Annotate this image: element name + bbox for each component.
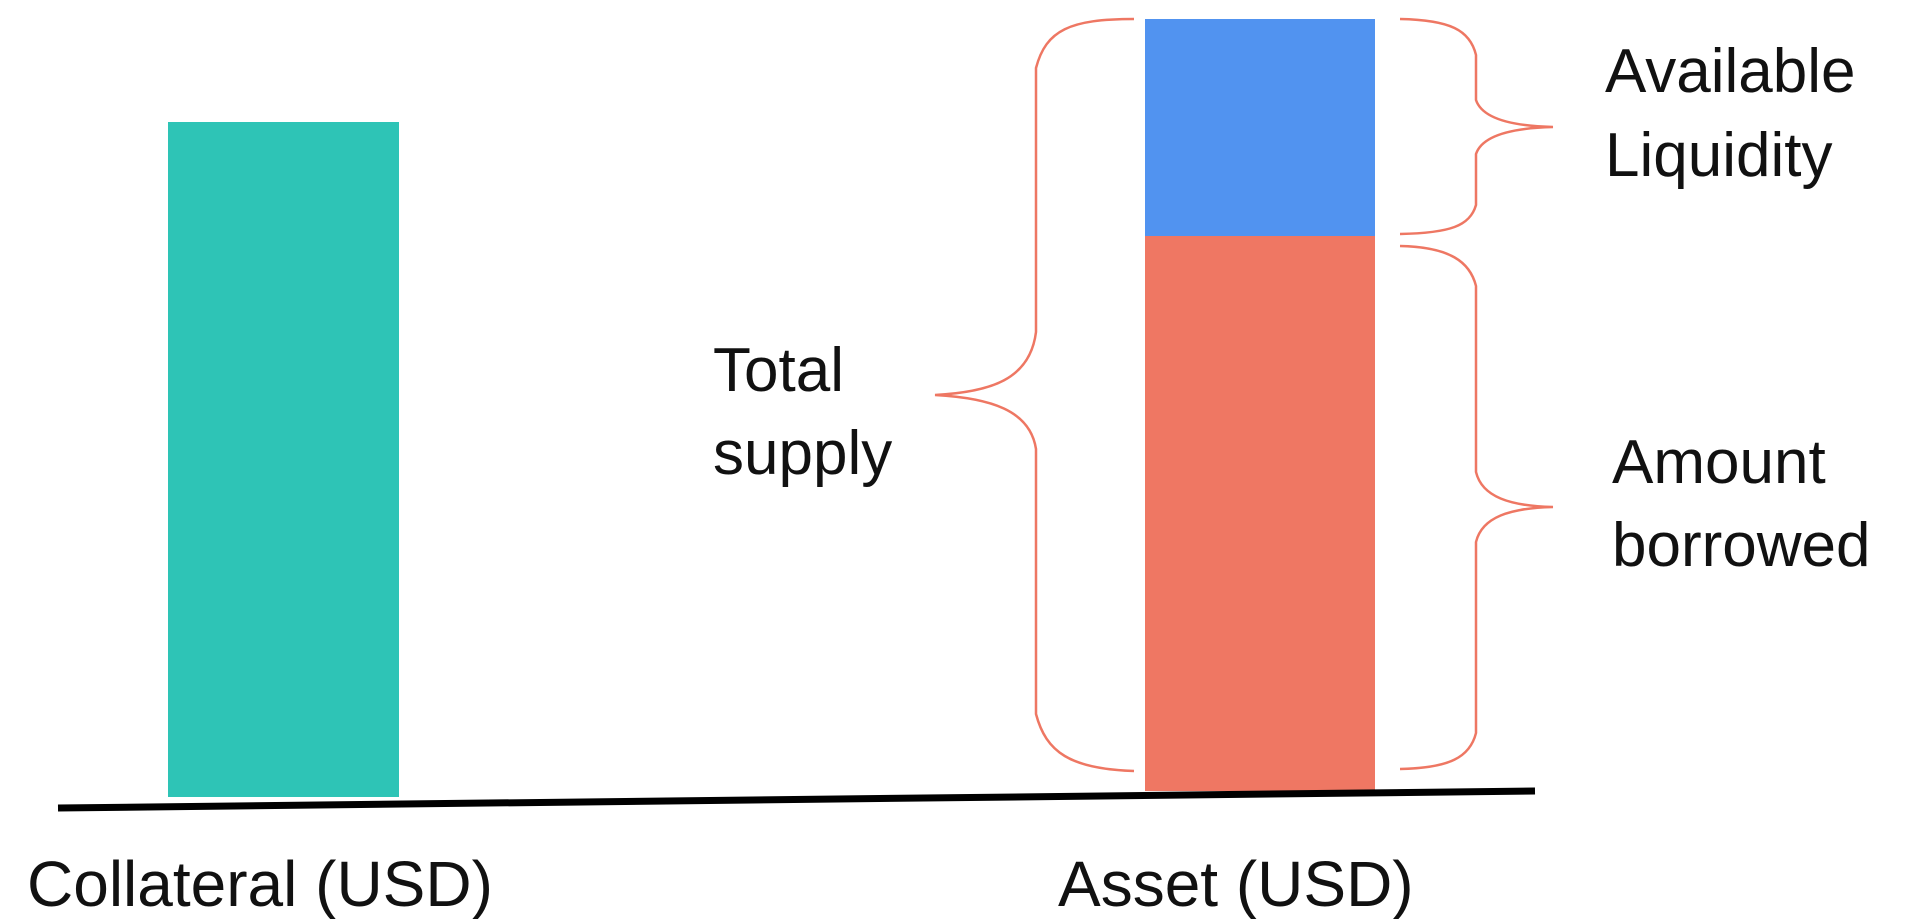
label-line: borrowed [1612,511,1870,580]
total-supply-brace [934,17,1135,773]
label-line: supply [713,419,892,488]
amount-borrowed-label: Amount borrowed [1612,428,1870,580]
collateral-label: Collateral (USD) [27,848,493,919]
available-liquidity-label: Available Liquidity [1605,37,1873,190]
available-liquidity-segment [1145,19,1375,237]
collateral-bar [168,122,399,797]
available-liquidity-brace [1399,17,1554,236]
amount-borrowed-brace [1399,244,1554,771]
asset-label: Asset (USD) [1058,848,1414,919]
baseline [57,787,1536,812]
label-line: Total [713,336,844,405]
total-supply-label: Total supply [713,336,892,488]
label-line: Liquidity [1605,121,1832,190]
amount-borrowed-segment [1145,236,1375,791]
label-line: Available [1605,37,1855,106]
label-line: Amount [1612,428,1826,497]
